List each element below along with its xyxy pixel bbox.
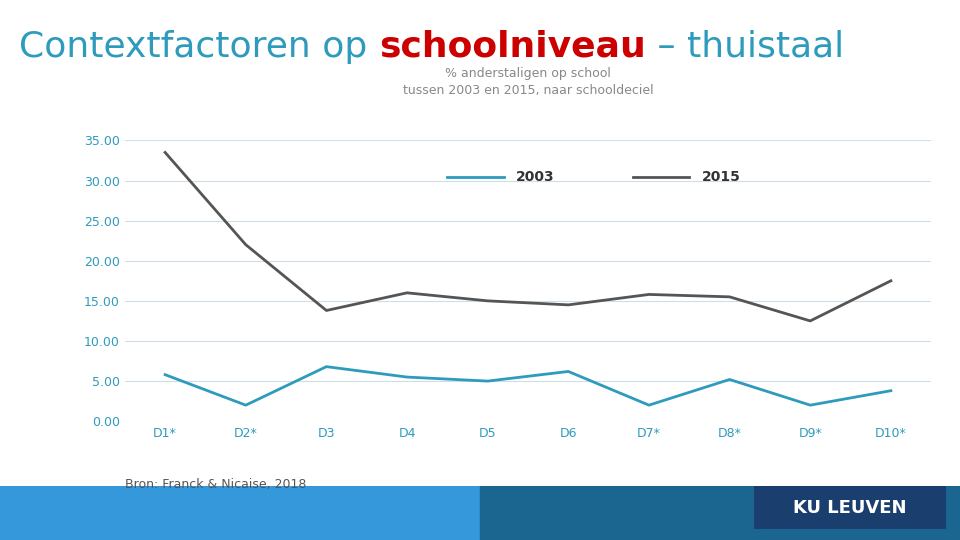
Text: – thuistaal: – thuistaal [646,30,844,64]
Text: KU LEUVEN: KU LEUVEN [793,498,906,517]
Text: % anderstaligen op school: % anderstaligen op school [445,68,611,80]
Text: schoolniveau: schoolniveau [379,30,646,64]
Text: 2003: 2003 [516,170,555,184]
Text: 2015: 2015 [702,170,740,184]
Bar [480,486,960,540]
Text: tussen 2003 en 2015, naar schooldeciel: tussen 2003 en 2015, naar schooldeciel [402,84,654,97]
Text: Bron: Franck & Nicaise, 2018: Bron: Franck & Nicaise, 2018 [125,478,306,491]
Text: Contextfactoren op: Contextfactoren op [19,30,379,64]
Bar [0,486,480,540]
